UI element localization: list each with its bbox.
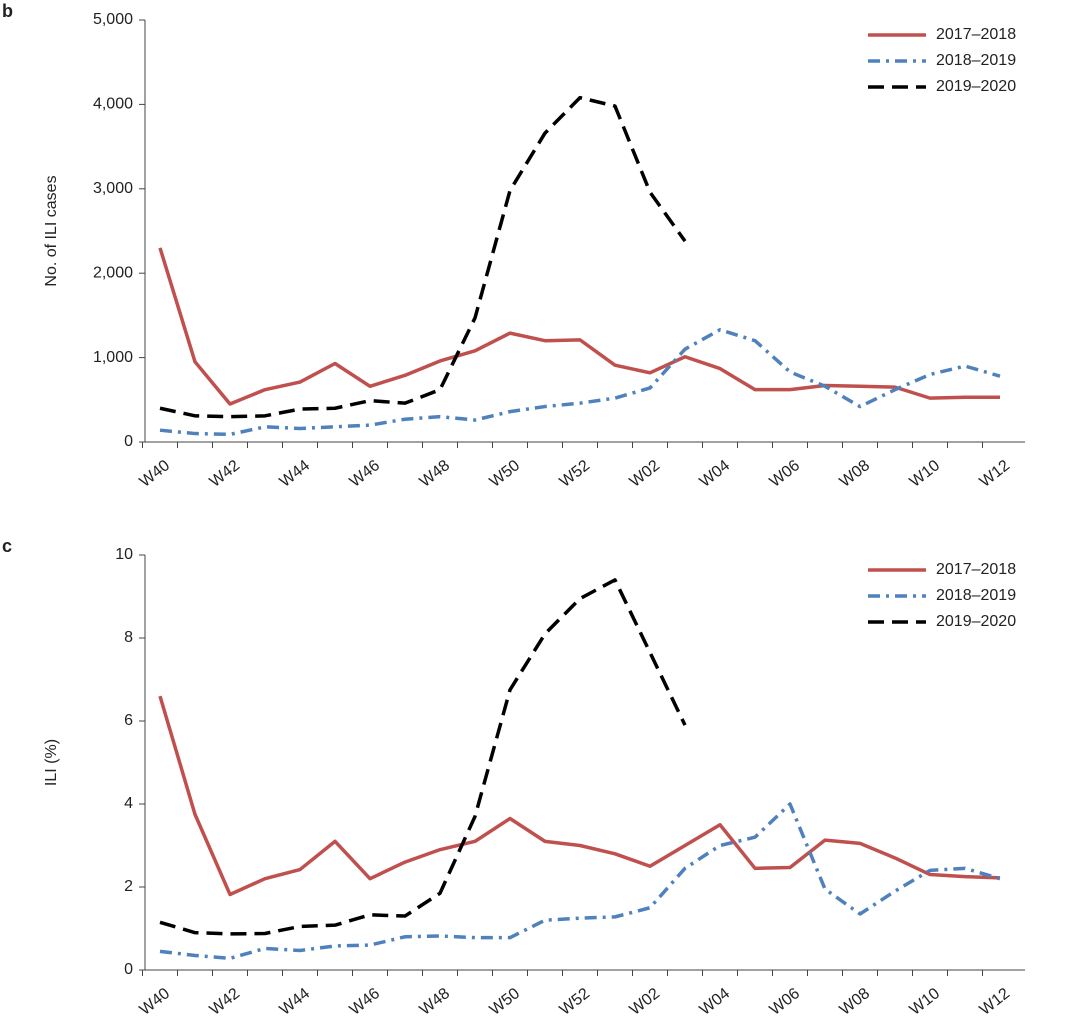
x-tick-label: W42	[207, 457, 243, 491]
x-tick-label: W02	[627, 457, 663, 491]
x-tick-label: W10	[907, 457, 943, 491]
series-line	[158, 695, 1001, 897]
series-line	[159, 327, 1001, 437]
x-tick-label: W42	[207, 985, 243, 1019]
x-tick-label: W52	[557, 985, 593, 1019]
legend-label: 2019–2020	[936, 78, 1016, 95]
legend-label: 2018–2019	[936, 587, 1016, 604]
x-tick-label: W40	[137, 985, 173, 1019]
y-axis-title: No. of ILI cases	[43, 175, 60, 286]
y-tick-label: 2,000	[93, 264, 133, 281]
x-tick-label: W40	[137, 457, 173, 491]
y-tick-label: 3,000	[93, 180, 133, 197]
x-tick-label: W50	[487, 985, 523, 1019]
legend-label: 2019–2020	[936, 613, 1016, 630]
legend-label: 2017–2018	[936, 561, 1016, 578]
series-line	[159, 95, 687, 419]
x-tick-label: W08	[837, 457, 873, 491]
y-tick-label: 10	[115, 546, 133, 563]
y-tick-label: 5,000	[93, 11, 133, 28]
x-tick-label: W52	[557, 457, 593, 491]
y-tick-label: 1,000	[93, 349, 133, 366]
x-tick-label: W12	[977, 985, 1013, 1019]
x-tick-label: W46	[347, 457, 383, 491]
legend-label: 2017–2018	[936, 26, 1016, 43]
series-line	[159, 802, 1001, 961]
x-tick-label: W02	[627, 985, 663, 1019]
x-tick-label: W06	[767, 985, 803, 1019]
y-tick-label: 2	[124, 878, 133, 895]
x-tick-label: W44	[277, 457, 313, 491]
panel-label: c	[2, 536, 12, 556]
series-line	[159, 578, 687, 936]
y-tick-label: 8	[124, 629, 133, 646]
y-tick-label: 6	[124, 712, 133, 729]
x-tick-label: W06	[767, 457, 803, 491]
x-tick-label: W50	[487, 457, 523, 491]
x-tick-label: W44	[277, 985, 313, 1019]
y-tick-label: 4	[124, 795, 133, 812]
x-tick-label: W12	[977, 457, 1013, 491]
x-tick-label: W46	[347, 985, 383, 1019]
y-tick-label: 0	[124, 961, 133, 978]
x-tick-label: W08	[837, 985, 873, 1019]
legend-label: 2018–2019	[936, 52, 1016, 69]
x-tick-label: W04	[697, 457, 733, 491]
series-line	[158, 247, 1000, 406]
y-tick-label: 4,000	[93, 96, 133, 113]
y-axis-title: ILI (%)	[43, 739, 60, 786]
x-tick-label: W10	[907, 985, 943, 1019]
x-tick-label: W04	[697, 985, 733, 1019]
x-tick-label: W48	[417, 457, 453, 491]
x-tick-label: W48	[417, 985, 453, 1019]
panel-label: b	[2, 1, 13, 21]
y-tick-label: 0	[124, 433, 133, 450]
